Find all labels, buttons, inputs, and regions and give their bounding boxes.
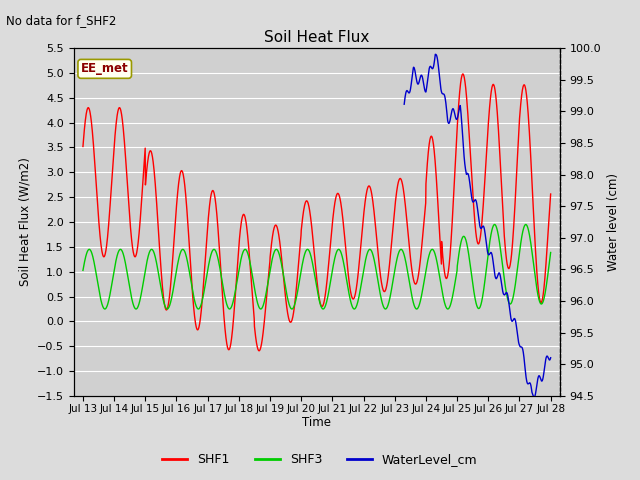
Text: No data for f_SHF2: No data for f_SHF2 bbox=[6, 14, 116, 27]
Y-axis label: Water level (cm): Water level (cm) bbox=[607, 173, 620, 271]
X-axis label: Time: Time bbox=[302, 417, 332, 430]
Text: EE_met: EE_met bbox=[81, 62, 129, 75]
Title: Soil Heat Flux: Soil Heat Flux bbox=[264, 30, 369, 46]
Legend: SHF1, SHF3, WaterLevel_cm: SHF1, SHF3, WaterLevel_cm bbox=[157, 448, 483, 471]
Y-axis label: Soil Heat Flux (W/m2): Soil Heat Flux (W/m2) bbox=[19, 157, 31, 287]
